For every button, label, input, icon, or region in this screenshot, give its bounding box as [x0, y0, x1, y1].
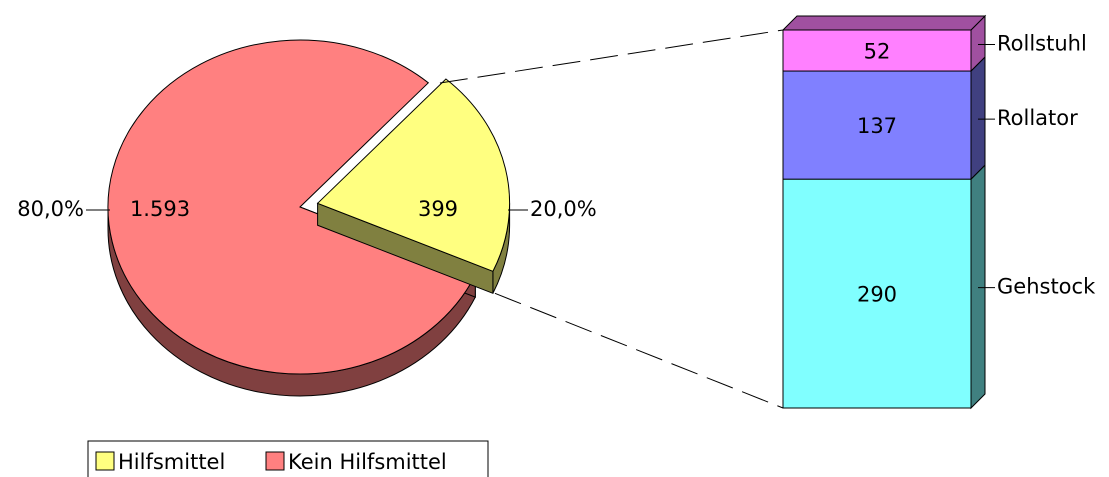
connector-line-bottom [494, 292, 784, 409]
pie-percent-label-kein-hilfsmittel: 80,0% [17, 197, 84, 221]
bar-category-label-gehstock: Gehstock [997, 275, 1096, 299]
bar-side-rollator [970, 55, 986, 181]
bar-value-label-rollator: 137 [857, 114, 897, 138]
bar-value-label-gehstock: 290 [857, 283, 897, 307]
legend-label-kein-hilfsmittel: Kein Hilfsmittel [288, 450, 447, 474]
bar-segment-rollstuhl [782, 29, 972, 72]
pie-value-label-hilfsmittel: 399 [418, 197, 458, 221]
bar-category-label-rollator: Rollator [997, 106, 1078, 130]
pie-slice-hilfsmittel [316, 78, 511, 272]
bar-category-label-rollstuhl: Rollstuhl [997, 32, 1087, 56]
legend-label-hilfsmittel: Hilfsmittel [118, 450, 225, 474]
connector-lines [439, 29, 784, 409]
bar-side-gehstock [970, 163, 986, 410]
pie-slice-kein-hilfsmittel [107, 39, 476, 375]
legend-swatch-hilfsmittel [95, 451, 115, 471]
bar-value-label-rollstuhl: 52 [864, 40, 891, 64]
pie-value-label-kein-hilfsmittel: 1.593 [130, 197, 190, 221]
bar-segment-gehstock [782, 178, 972, 409]
legend-swatch-kein-hilfsmittel [265, 451, 285, 471]
stacked-bar-layer: 290 Gehstock 137 Rollator 52 Rollstuhl [781, 14, 1096, 410]
pie-percent-label-hilfsmittel: 20,0% [530, 197, 597, 221]
legend: Hilfsmittel Kein Hilfsmittel [87, 440, 489, 477]
bar-segment-rollator [782, 70, 972, 180]
bar-top-rollstuhl [781, 15, 987, 31]
legend-box [87, 440, 489, 477]
connector-line-top [439, 29, 784, 84]
pie-layer: 1.593 399 80,0% 20,0% [17, 39, 597, 397]
